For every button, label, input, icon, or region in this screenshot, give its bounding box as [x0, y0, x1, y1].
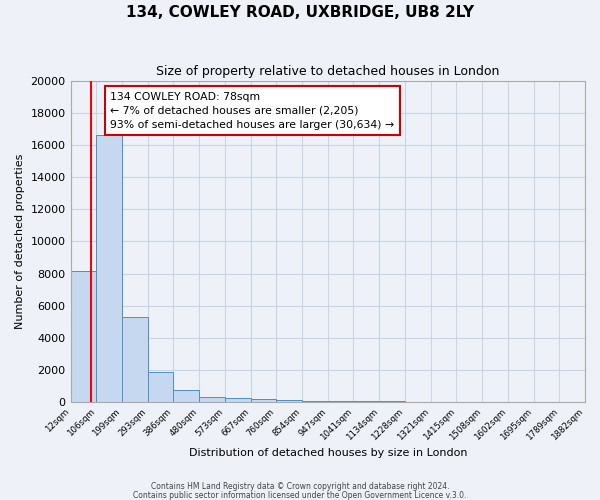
- Bar: [277, 400, 302, 402]
- Title: Size of property relative to detached houses in London: Size of property relative to detached ho…: [156, 65, 499, 78]
- Text: 134 COWLEY ROAD: 78sqm
← 7% of detached houses are smaller (2,205)
93% of semi-d: 134 COWLEY ROAD: 78sqm ← 7% of detached …: [110, 92, 395, 130]
- Bar: [173, 390, 199, 402]
- Bar: [302, 400, 328, 402]
- Bar: [328, 401, 353, 402]
- Bar: [251, 399, 277, 402]
- Text: Contains public sector information licensed under the Open Government Licence v.: Contains public sector information licen…: [133, 490, 467, 500]
- X-axis label: Distribution of detached houses by size in London: Distribution of detached houses by size …: [188, 448, 467, 458]
- Bar: [199, 398, 225, 402]
- Bar: [71, 271, 96, 402]
- Bar: [353, 401, 379, 402]
- Y-axis label: Number of detached properties: Number of detached properties: [15, 154, 25, 329]
- Bar: [148, 372, 173, 402]
- Bar: [96, 135, 122, 402]
- Bar: [225, 398, 251, 402]
- Text: 134, COWLEY ROAD, UXBRIDGE, UB8 2LY: 134, COWLEY ROAD, UXBRIDGE, UB8 2LY: [126, 5, 474, 20]
- Bar: [122, 317, 148, 402]
- Text: Contains HM Land Registry data © Crown copyright and database right 2024.: Contains HM Land Registry data © Crown c…: [151, 482, 449, 491]
